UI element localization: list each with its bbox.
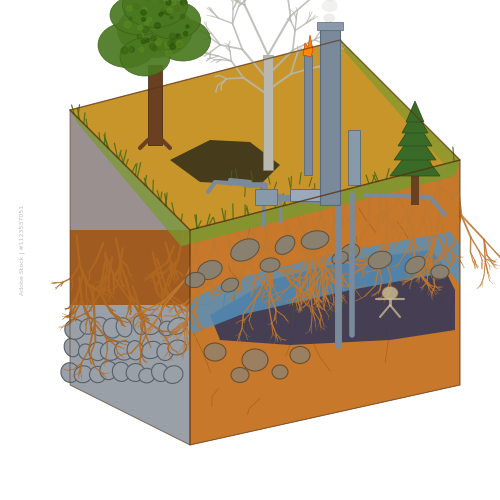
Polygon shape	[70, 40, 460, 230]
Ellipse shape	[168, 340, 186, 355]
Ellipse shape	[120, 38, 170, 76]
Ellipse shape	[90, 366, 106, 382]
Ellipse shape	[322, 0, 338, 12]
Polygon shape	[303, 35, 313, 57]
Polygon shape	[390, 143, 440, 176]
Ellipse shape	[272, 365, 288, 379]
Ellipse shape	[112, 362, 130, 382]
Ellipse shape	[152, 364, 168, 382]
Polygon shape	[70, 305, 190, 445]
Ellipse shape	[275, 236, 295, 255]
Polygon shape	[210, 250, 455, 345]
Ellipse shape	[122, 0, 188, 28]
Polygon shape	[406, 101, 424, 122]
Ellipse shape	[142, 342, 162, 358]
Ellipse shape	[405, 256, 425, 274]
Ellipse shape	[222, 278, 238, 292]
Ellipse shape	[110, 0, 170, 35]
Polygon shape	[70, 230, 190, 305]
Ellipse shape	[324, 14, 336, 22]
Ellipse shape	[126, 364, 145, 382]
Ellipse shape	[61, 363, 79, 382]
Ellipse shape	[156, 19, 210, 61]
Ellipse shape	[431, 265, 449, 279]
Ellipse shape	[118, 2, 192, 58]
Ellipse shape	[133, 316, 148, 334]
Ellipse shape	[89, 342, 106, 360]
Polygon shape	[170, 140, 280, 185]
Ellipse shape	[98, 22, 156, 68]
Bar	[263, 55, 273, 170]
Polygon shape	[190, 160, 460, 445]
Polygon shape	[190, 232, 460, 335]
Ellipse shape	[100, 341, 122, 360]
Polygon shape	[402, 109, 428, 133]
Ellipse shape	[231, 368, 249, 382]
Bar	[348, 130, 360, 185]
Ellipse shape	[231, 239, 259, 261]
Polygon shape	[340, 40, 460, 176]
Ellipse shape	[74, 366, 92, 383]
Bar	[411, 165, 419, 205]
Bar	[317, 22, 343, 30]
Ellipse shape	[91, 317, 108, 336]
Ellipse shape	[164, 366, 183, 384]
Ellipse shape	[65, 320, 85, 340]
Polygon shape	[190, 232, 460, 335]
Ellipse shape	[320, 0, 340, 2]
Ellipse shape	[382, 286, 398, 300]
Ellipse shape	[157, 344, 173, 360]
Ellipse shape	[332, 252, 348, 264]
Ellipse shape	[64, 338, 80, 357]
Polygon shape	[394, 130, 436, 160]
Ellipse shape	[290, 346, 310, 364]
Ellipse shape	[204, 343, 226, 361]
Polygon shape	[70, 110, 190, 246]
Ellipse shape	[368, 251, 392, 269]
Ellipse shape	[242, 349, 268, 371]
Bar	[290, 189, 320, 201]
Ellipse shape	[100, 361, 117, 380]
Ellipse shape	[139, 368, 155, 383]
Text: Adobe Stock | #1123537051: Adobe Stock | #1123537051	[19, 205, 25, 295]
Polygon shape	[398, 119, 432, 146]
Ellipse shape	[116, 318, 132, 337]
Ellipse shape	[127, 340, 144, 360]
Ellipse shape	[103, 318, 122, 338]
Ellipse shape	[159, 321, 174, 336]
Ellipse shape	[140, 315, 161, 334]
Ellipse shape	[78, 344, 93, 360]
Polygon shape	[70, 110, 190, 445]
Bar	[304, 55, 312, 175]
Ellipse shape	[260, 258, 280, 272]
Ellipse shape	[168, 318, 187, 334]
Ellipse shape	[198, 260, 222, 280]
Bar	[148, 65, 162, 145]
Bar	[320, 30, 340, 205]
Ellipse shape	[301, 231, 329, 249]
Ellipse shape	[80, 318, 98, 334]
Bar	[255, 189, 277, 205]
Ellipse shape	[340, 244, 359, 260]
Ellipse shape	[185, 272, 205, 287]
Ellipse shape	[146, 1, 201, 39]
Polygon shape	[181, 160, 460, 246]
Ellipse shape	[114, 341, 134, 360]
